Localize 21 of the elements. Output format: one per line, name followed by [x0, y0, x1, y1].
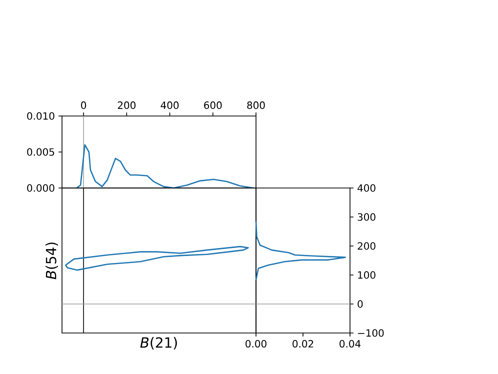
y-tick-label: 0.010: [27, 112, 54, 120]
y-tick-label: 0: [358, 300, 363, 308]
x-tick-label: 200: [118, 101, 136, 109]
y-tick-label: 100: [358, 271, 376, 279]
x-tick-label: 600: [204, 101, 222, 109]
y-tick-label: 300: [358, 213, 376, 221]
y-tick-label: 400: [358, 184, 376, 192]
x-tick-label: 400: [160, 101, 179, 109]
x-tick-label: 0.00: [246, 340, 266, 348]
x-tick-label: 0.02: [292, 340, 314, 348]
x-axis-title: B(21): [140, 337, 177, 350]
x-tick-label: 0: [81, 101, 86, 109]
y-tick-label: 0.000: [27, 184, 54, 192]
y-axis-title: B(54): [46, 242, 58, 280]
line-series: [255, 220, 346, 281]
y-tick-label: −100: [358, 329, 384, 337]
x-tick-label: 0.04: [340, 340, 361, 348]
y-tick-label: 200: [358, 242, 376, 250]
y-tick-label: 0.005: [27, 148, 54, 156]
line-series: [76, 144, 254, 189]
x-tick-label: 800: [247, 101, 265, 109]
